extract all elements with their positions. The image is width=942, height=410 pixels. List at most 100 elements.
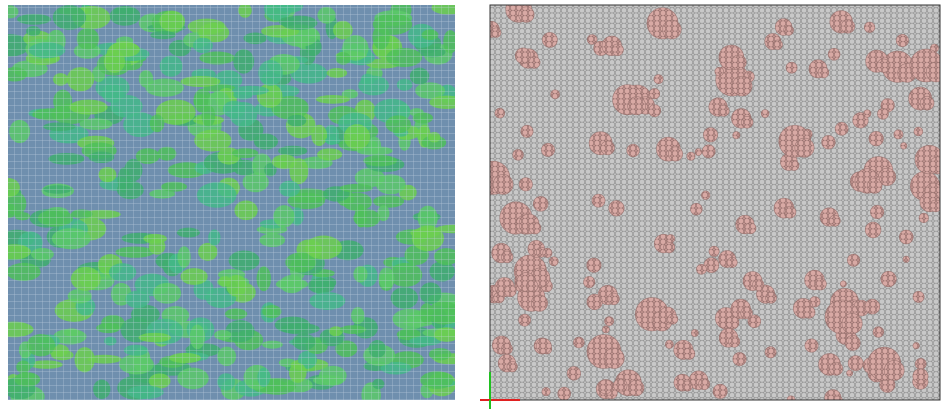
pink-cluster bbox=[789, 160, 799, 170]
pink-cluster bbox=[592, 194, 605, 207]
pink-cluster bbox=[830, 362, 843, 375]
pink-cluster bbox=[803, 306, 815, 318]
pink-cluster bbox=[529, 222, 541, 234]
pink-cluster bbox=[718, 105, 729, 116]
pink-cluster bbox=[733, 352, 746, 365]
pink-cluster bbox=[713, 384, 727, 398]
pink-cluster bbox=[542, 32, 557, 47]
pink-cluster bbox=[847, 254, 859, 266]
pink-cluster bbox=[604, 348, 624, 368]
pink-cluster bbox=[864, 22, 875, 33]
pink-cluster bbox=[805, 339, 818, 352]
pink-cluster bbox=[833, 396, 843, 406]
pink-cluster bbox=[549, 257, 558, 266]
pink-cluster bbox=[765, 347, 776, 358]
pink-cluster bbox=[531, 295, 547, 311]
pink-cluster bbox=[784, 25, 794, 35]
pink-cluster bbox=[601, 141, 615, 155]
pink-cluster bbox=[491, 28, 501, 38]
pink-cluster bbox=[687, 152, 695, 160]
pink-cluster bbox=[919, 213, 929, 223]
pink-cluster bbox=[731, 55, 746, 70]
pink-cluster bbox=[665, 340, 673, 348]
pink-cluster bbox=[654, 75, 663, 84]
pink-cluster bbox=[745, 223, 756, 234]
pink-cluster bbox=[753, 279, 764, 290]
pink-cluster bbox=[501, 343, 512, 354]
pink-cluster bbox=[584, 276, 595, 287]
pink-cluster bbox=[729, 336, 740, 347]
pink-cluster bbox=[505, 285, 517, 297]
pink-cluster bbox=[513, 149, 524, 160]
pink-cluster bbox=[609, 201, 624, 216]
pink-cluster bbox=[551, 90, 560, 99]
pink-cluster bbox=[649, 88, 659, 98]
pink-cluster bbox=[873, 327, 884, 338]
pink-cluster bbox=[696, 264, 706, 274]
pink-cluster bbox=[701, 191, 710, 200]
pink-cluster bbox=[695, 149, 702, 156]
pink-cluster bbox=[741, 116, 753, 128]
pink-cluster bbox=[818, 67, 829, 78]
pink-cluster bbox=[869, 131, 884, 146]
pink-cluster bbox=[541, 143, 554, 156]
pink-cluster bbox=[536, 338, 551, 353]
pink-cluster bbox=[493, 174, 513, 194]
pink-cluster bbox=[691, 329, 698, 336]
pink-cluster bbox=[727, 257, 737, 267]
pink-cluster bbox=[842, 313, 862, 333]
pink-cluster bbox=[628, 380, 644, 396]
right-panel bbox=[476, 0, 942, 406]
pink-cluster bbox=[881, 271, 897, 287]
pink-cluster bbox=[847, 370, 853, 376]
pink-cluster bbox=[835, 122, 848, 135]
pink-cluster bbox=[920, 96, 934, 110]
pink-cluster bbox=[901, 143, 908, 150]
pink-cluster bbox=[543, 248, 552, 257]
pink-cluster bbox=[628, 97, 646, 115]
pink-cluster bbox=[795, 138, 814, 157]
pink-cluster bbox=[786, 62, 797, 73]
pink-cluster bbox=[542, 387, 550, 395]
pink-cluster bbox=[567, 367, 581, 381]
pink-cluster bbox=[519, 178, 532, 191]
pink-cluster bbox=[914, 127, 923, 136]
pink-cluster bbox=[668, 314, 678, 324]
pink-cluster bbox=[602, 326, 609, 333]
pink-cluster bbox=[521, 125, 533, 137]
pink-cluster bbox=[864, 110, 872, 118]
pink-cluster bbox=[668, 147, 682, 161]
pink-cluster bbox=[587, 294, 603, 310]
pink-cluster bbox=[682, 381, 692, 391]
pink-cluster bbox=[683, 348, 695, 360]
pink-cluster bbox=[915, 358, 926, 369]
pink-cluster bbox=[599, 380, 613, 394]
pink-cluster bbox=[845, 335, 860, 350]
pink-cluster bbox=[865, 299, 880, 314]
pink-cluster bbox=[699, 378, 710, 389]
pink-cluster bbox=[703, 128, 717, 142]
pink-cluster bbox=[865, 222, 881, 238]
pink-cluster bbox=[690, 203, 702, 215]
pink-cluster bbox=[822, 135, 836, 149]
pink-cluster bbox=[913, 369, 928, 384]
pink-cluster bbox=[884, 360, 904, 380]
pink-cluster bbox=[664, 242, 675, 253]
pink-cluster bbox=[829, 215, 840, 226]
pink-cluster bbox=[702, 145, 715, 158]
pink-cluster bbox=[773, 40, 783, 50]
pink-cluster bbox=[913, 291, 924, 302]
pink-cluster bbox=[709, 246, 719, 256]
pink-cluster bbox=[495, 108, 505, 118]
pink-cluster bbox=[766, 292, 777, 303]
pink-cluster bbox=[519, 7, 534, 22]
pink-cluster bbox=[899, 230, 913, 244]
pink-cluster bbox=[515, 48, 531, 64]
pink-cluster bbox=[761, 110, 769, 118]
pink-cluster bbox=[870, 205, 883, 218]
pink-cluster bbox=[526, 280, 538, 292]
left-panel bbox=[0, 0, 469, 408]
pink-cluster bbox=[614, 379, 628, 393]
scene bbox=[0, 0, 942, 410]
page: (() => { const ns = 'http://www.w3.org/2… bbox=[0, 0, 942, 410]
